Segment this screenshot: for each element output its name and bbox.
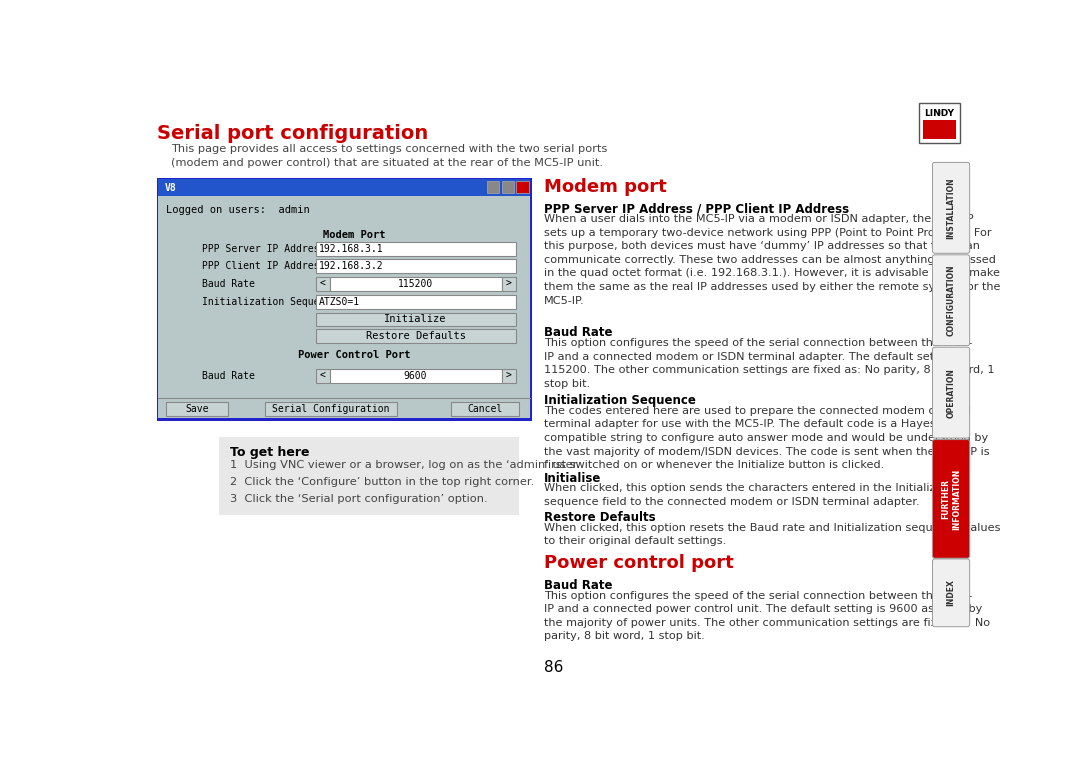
Point <box>524 394 537 403</box>
Text: Serial Configuration: Serial Configuration <box>272 404 390 414</box>
Bar <box>266 402 397 416</box>
Text: INDEX: INDEX <box>946 579 956 607</box>
Text: This page provides all access to settings concerned with the two serial ports
(m: This page provides all access to setting… <box>171 144 607 168</box>
Bar <box>451 402 519 416</box>
Text: ATZS0=1: ATZS0=1 <box>319 297 360 307</box>
Text: ®: ® <box>936 111 942 116</box>
FancyBboxPatch shape <box>932 255 970 346</box>
Text: 2  Click the ‘Configure’ button in the top right corner.: 2 Click the ‘Configure’ button in the to… <box>230 477 534 487</box>
FancyBboxPatch shape <box>932 439 970 559</box>
Text: This option configures the speed of the serial connection between the MC5-
IP an: This option configures the speed of the … <box>544 591 990 642</box>
Text: PPP Server IP Address: PPP Server IP Address <box>202 243 325 253</box>
Text: Baud Rate: Baud Rate <box>202 371 255 381</box>
Text: Save: Save <box>186 404 208 414</box>
Bar <box>315 369 329 382</box>
Bar <box>315 313 515 327</box>
Text: <: < <box>320 371 325 381</box>
Text: To get here: To get here <box>230 446 309 459</box>
Text: OPERATION: OPERATION <box>946 368 956 417</box>
Text: Modem port: Modem port <box>544 178 667 196</box>
Bar <box>919 103 960 143</box>
Text: Baud Rate: Baud Rate <box>544 327 612 340</box>
Text: Power Control Port: Power Control Port <box>298 350 410 360</box>
Text: V8: V8 <box>164 183 176 193</box>
Text: When clicked, this option resets the Baud rate and Initialization sequence value: When clicked, this option resets the Bau… <box>544 523 1001 546</box>
Bar <box>157 178 531 421</box>
Text: The codes entered here are used to prepare the connected modem or ISDN
terminal : The codes entered here are used to prepa… <box>544 406 990 470</box>
Text: 9600: 9600 <box>404 371 428 381</box>
Text: Baud Rate: Baud Rate <box>544 579 612 592</box>
Bar <box>487 181 499 193</box>
Bar <box>329 369 501 382</box>
Text: PPP Client IP Address: PPP Client IP Address <box>202 262 325 272</box>
Text: 1  Using VNC viewer or a browser, log on as the ‘admin’ user.: 1 Using VNC viewer or a browser, log on … <box>230 459 580 469</box>
Bar <box>329 277 501 291</box>
Text: When clicked, this option sends the characters entered in the Initialization
seq: When clicked, this option sends the char… <box>544 484 964 507</box>
Text: 192.168.3.2: 192.168.3.2 <box>319 262 383 272</box>
Text: LINDY: LINDY <box>924 109 955 118</box>
FancyBboxPatch shape <box>932 347 970 438</box>
Text: FURTHER
INFORMATION: FURTHER INFORMATION <box>942 468 961 530</box>
Text: Power control port: Power control port <box>544 554 734 571</box>
Bar <box>315 259 515 273</box>
Text: >: > <box>505 279 512 289</box>
Bar <box>315 330 515 343</box>
Text: INSTALLATION: INSTALLATION <box>946 177 956 239</box>
Bar <box>315 242 515 256</box>
Bar <box>315 277 329 291</box>
Text: Initialise: Initialise <box>544 472 602 485</box>
Text: Logged on users:  admin: Logged on users: admin <box>166 204 310 214</box>
Text: CONFIGURATION: CONFIGURATION <box>946 265 956 336</box>
Bar <box>501 181 514 193</box>
Bar <box>516 181 529 193</box>
Text: Restore Defaults: Restore Defaults <box>365 331 465 341</box>
Bar <box>923 120 956 140</box>
Text: Restore Defaults: Restore Defaults <box>544 511 656 524</box>
Text: >: > <box>505 371 512 381</box>
Text: 192.168.3.1: 192.168.3.1 <box>319 243 383 253</box>
Text: Initialize: Initialize <box>384 314 447 324</box>
Bar <box>218 436 519 515</box>
Bar <box>501 369 515 382</box>
Text: Initialization Sequence: Initialization Sequence <box>202 297 337 307</box>
Text: PPP Server IP Address / PPP Client IP Address: PPP Server IP Address / PPP Client IP Ad… <box>544 202 849 215</box>
Bar <box>501 277 515 291</box>
FancyBboxPatch shape <box>932 163 970 253</box>
Text: Baud Rate: Baud Rate <box>202 279 255 289</box>
Text: This option configures the speed of the serial connection between the MC5-
IP an: This option configures the speed of the … <box>544 338 995 389</box>
Text: Cancel: Cancel <box>468 404 503 414</box>
Text: 3  Click the ‘Serial port configuration’ option.: 3 Click the ‘Serial port configuration’ … <box>230 494 487 504</box>
Bar <box>166 402 228 416</box>
Text: Initialization Sequence: Initialization Sequence <box>544 394 697 407</box>
Text: Serial port configuration: Serial port configuration <box>157 124 428 143</box>
Point <box>152 394 165 403</box>
Bar <box>159 179 530 196</box>
Text: 115200: 115200 <box>397 279 433 289</box>
Bar <box>159 196 530 418</box>
Text: When a user dials into the MC5-IP via a modem or ISDN adapter, the MC5-IP
sets u: When a user dials into the MC5-IP via a … <box>544 214 1001 306</box>
Text: <: < <box>320 279 325 289</box>
Text: Modem Port: Modem Port <box>323 230 386 240</box>
Bar <box>315 295 515 309</box>
FancyBboxPatch shape <box>932 559 970 626</box>
Text: 86: 86 <box>544 660 563 675</box>
